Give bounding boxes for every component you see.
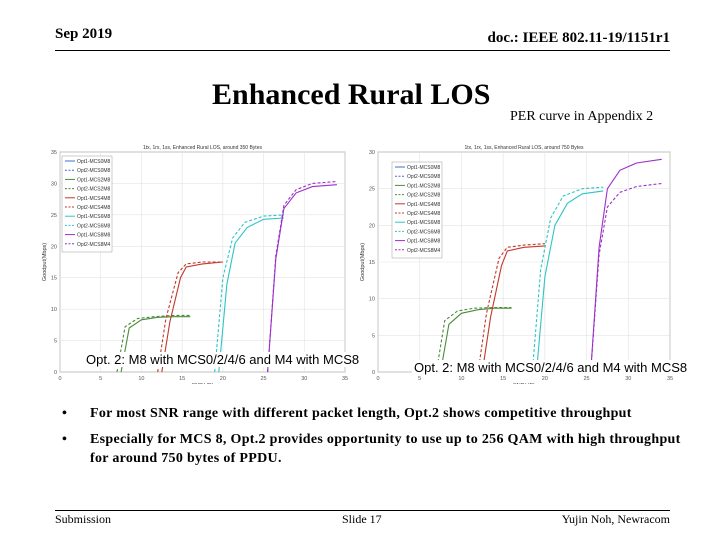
legend-entry: Opt2-MCS0M8 (407, 174, 441, 180)
bullet-dot: • (62, 406, 68, 421)
legend-entry: Opt1-MCS8M8 (77, 233, 111, 239)
chart-750-bytes-caption: Opt. 2: M8 with MCS0/2/4/6 and M4 with M… (412, 360, 690, 375)
legend-entry: Opt2-MCS6M8 (77, 223, 111, 229)
y-tick-label: 0 (54, 370, 57, 376)
legend-entry: Opt2-MCS8M4 (77, 242, 111, 248)
x-tick-label: 30 (625, 376, 631, 382)
y-axis-label: Goodput(Mbps) (360, 243, 366, 281)
y-tick-label: 20 (51, 244, 57, 250)
legend-entry: Opt1-MCS8M8 (407, 239, 441, 245)
y-tick-label: 25 (51, 213, 57, 219)
series-line (590, 182, 662, 373)
y-tick-label: 35 (51, 150, 57, 156)
y-tick-label: 15 (369, 260, 375, 266)
x-tick-label: 20 (220, 376, 226, 382)
x-tick-label: 15 (179, 376, 185, 382)
x-tick-label: 35 (342, 376, 348, 382)
series-line (116, 314, 191, 373)
series-line (435, 306, 512, 373)
footer-submission: Submission (55, 512, 112, 526)
legend-entry: Opt2-MCS8M4 (407, 248, 441, 254)
y-tick-label: 25 (369, 187, 375, 193)
series-line (218, 217, 284, 373)
series-line (161, 261, 223, 373)
x-tick-label: 15 (500, 376, 506, 382)
x-axis-label: SNR(dB) (513, 383, 535, 384)
legend-entry: Opt1-MCS2M8 (407, 183, 441, 189)
x-tick-label: 5 (418, 376, 421, 382)
series-line (477, 243, 545, 373)
legend-entry: Opt2-MCS6M8 (407, 229, 441, 235)
series-line (590, 158, 662, 373)
header-doc-id: doc.: IEEE 802.11-19/1151r1 (487, 30, 670, 46)
y-tick-label: 15 (51, 276, 57, 282)
chart-350-bytes-caption: Opt. 2: M8 with MCS0/2/4/6 and M4 with M… (84, 352, 362, 367)
y-tick-label: 5 (54, 339, 57, 345)
x-tick-label: 10 (138, 376, 144, 382)
legend-entry: Opt2-MCS4M8 (407, 211, 441, 217)
bullet-text: Especially for MCS 8, Opt.2 provides opp… (90, 432, 681, 466)
legend-entry: Opt1-MCS4M8 (407, 202, 441, 208)
series-line (157, 261, 223, 373)
series-line (535, 190, 604, 373)
legend-entry: Opt2-MCS2M8 (77, 187, 111, 193)
series-line (267, 180, 337, 373)
series-line (481, 245, 545, 373)
chart-350-bytes-svg: 0 5 10 15 20 25 30 35 0 5 10 15 20 25 30 35 1tx, 1rx, 1s… (42, 145, 348, 384)
y-tick-label: 10 (51, 307, 57, 313)
series-line (440, 307, 512, 373)
legend-entry: Opt1-MCS6M8 (407, 220, 441, 226)
y-tick-label: 20 (369, 223, 375, 229)
footer-divider (55, 510, 670, 511)
x-tick-label: 35 (667, 376, 673, 382)
footer-slide-number: Slide 17 (342, 512, 382, 526)
x-tick-label: 0 (376, 376, 379, 382)
legend-entry: Opt1-MCS4M8 (77, 196, 111, 202)
y-tick-label: 10 (369, 297, 375, 303)
x-tick-label: 20 (542, 376, 548, 382)
series-line (120, 316, 191, 373)
series-line (214, 214, 284, 373)
bullet-dot: • (62, 432, 68, 447)
chart-title: 1tx, 1rx, 1ss, Enhanced Rural LOS, aroun… (465, 145, 584, 151)
bullet-list: • For most SNR range with different pack… (62, 404, 682, 475)
chart-350-bytes: 0 5 10 15 20 25 30 35 0 5 10 15 20 25 30 35 1tx, 1rx, 1s… (30, 140, 360, 384)
footer-author: Yujin Noh, Newracom (561, 512, 670, 526)
x-tick-label: 25 (261, 376, 267, 382)
legend-box (391, 161, 443, 259)
legend-entry: Opt2-MCS4M8 (77, 205, 111, 211)
y-tick-label: 5 (372, 333, 375, 339)
bullet-item: • For most SNR range with different pack… (62, 404, 682, 423)
y-tick-label: 30 (369, 150, 375, 156)
series-line (531, 186, 604, 373)
y-axis-label: Goodput(Mbps) (42, 243, 48, 281)
x-tick-label: 10 (458, 376, 464, 382)
legend-entry: Opt1-MCS0M8 (407, 165, 441, 171)
legend-entry: Opt2-MCS2M8 (407, 193, 441, 199)
header-date: Sep 2019 (55, 26, 113, 42)
legend-entry: Opt2-MCS0M8 (77, 168, 111, 174)
bullet-text: For most SNR range with different packet… (90, 406, 632, 421)
x-tick-label: 0 (58, 376, 61, 382)
slide-subtitle: PER curve in Appendix 2 (510, 109, 654, 124)
chart-750-bytes: 0 5 10 15 20 25 30 35 0 5 10 15 20 25 30 1tx, 1rx, 1ss,… (350, 140, 685, 384)
x-tick-label: 5 (99, 376, 102, 382)
chart-title: 1tx, 1rx, 1ss, Enhanced Rural LOS, aroun… (143, 145, 262, 151)
y-tick-label: 0 (372, 370, 375, 376)
slide-title: Enhanced Rural LOS (212, 78, 491, 111)
header-divider (55, 50, 670, 51)
x-tick-label: 30 (301, 376, 307, 382)
legend-entry: Opt1-MCS2M8 (77, 177, 111, 183)
legend-entry: Opt1-MCS6M8 (77, 214, 111, 220)
series-line (267, 184, 337, 373)
legend-box (61, 155, 113, 253)
bullet-item: • Especially for MCS 8, Opt.2 provides o… (62, 430, 682, 468)
x-tick-label: 25 (584, 376, 590, 382)
legend-entry: Opt1-MCS0M8 (77, 159, 111, 165)
chart-750-bytes-svg: 0 5 10 15 20 25 30 35 0 5 10 15 20 25 30 1tx, 1rx, 1ss,… (360, 145, 673, 384)
y-tick-label: 30 (51, 181, 57, 187)
x-axis-label: SNR(dB) (191, 383, 213, 384)
